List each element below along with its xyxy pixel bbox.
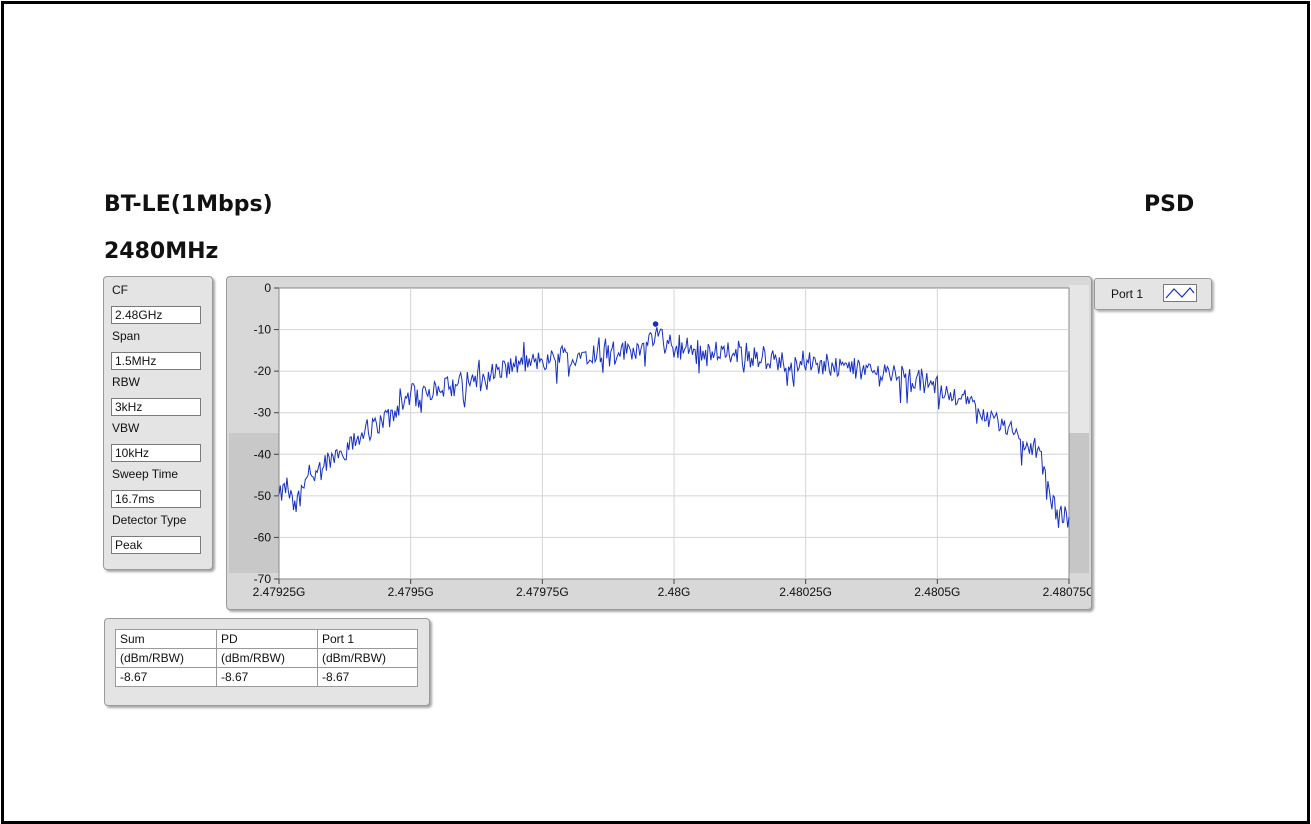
cf-field[interactable]: 2.48GHz [111, 306, 201, 324]
cf-label: CF [112, 283, 128, 297]
settings-panel: CF 2.48GHz Span 1.5MHz RBW 3kHz VBW 10kH… [103, 276, 213, 570]
x-tick-label: 2.48025G [779, 585, 832, 599]
sweep-time-field[interactable]: 16.7ms [111, 490, 201, 508]
table-units-row: (dBm/RBW) (dBm/RBW) (dBm/RBW) [115, 648, 418, 668]
series-port1-line [278, 327, 1070, 528]
trace-style-icon[interactable] [1163, 284, 1197, 302]
x-tick-label: 2.4795G [388, 585, 434, 599]
mode-title: BT-LE(1Mbps) [104, 192, 273, 217]
y-tick-label: -60 [254, 530, 272, 544]
x-tick-label: 2.48G [658, 585, 691, 599]
rbw-field[interactable]: 3kHz [111, 398, 201, 416]
trace-style-glyph [1165, 287, 1195, 299]
table-header-row: Sum PD Port 1 [115, 629, 418, 649]
y-tick-label: -10 [254, 323, 272, 337]
x-tick-label: 2.48075G [1043, 585, 1091, 599]
sweep-time-label: Sweep Time [112, 467, 179, 481]
detector-type-label: Detector Type [112, 513, 187, 527]
scrollbar-thumb[interactable] [1069, 433, 1089, 573]
rbw-label: RBW [112, 375, 140, 389]
vbw-label: VBW [112, 421, 140, 435]
psd-graph-panel: 0 -10 -20 -30 -40 -50 -60 -70 2.47925G 2.4795G 2.4… [226, 276, 1092, 610]
header-sum: Sum [115, 629, 217, 649]
trace-layer [278, 321, 1070, 528]
y-tick-label: -20 [254, 364, 272, 378]
unit-sum: (dBm/RBW) [115, 648, 217, 668]
header-pd: PD [216, 629, 318, 649]
value-port1: -8.67 [317, 667, 418, 687]
y-tick-label: -40 [254, 447, 272, 461]
span-label: Span [112, 329, 141, 343]
value-pd: -8.67 [216, 667, 318, 687]
value-sum: -8.67 [115, 667, 217, 687]
y-tick-label: 0 [264, 281, 271, 295]
span-field[interactable]: 1.5MHz [111, 352, 201, 370]
axis-band [229, 433, 279, 573]
unit-port1: (dBm/RBW) [317, 648, 418, 668]
y-tick-label: -30 [254, 406, 272, 420]
unit-pd: (dBm/RBW) [216, 648, 318, 668]
grid-layer [279, 288, 1069, 579]
y-tick-label: -70 [254, 572, 272, 586]
legend-label: Port 1 [1111, 287, 1144, 301]
x-tick-label: 2.4805G [914, 585, 960, 599]
tick-layer: 0 -10 -20 -30 -40 -50 -60 -702.47925G 2.4795G 2.4… [253, 281, 1091, 599]
x-tick-label: 2.47975G [516, 585, 569, 599]
x-tick-label: 2.47925G [253, 585, 306, 599]
header-port1: Port 1 [317, 629, 418, 649]
psd-chart: 0 -10 -20 -30 -40 -50 -60 -702.47925G 2.4795G 2.4… [229, 281, 1091, 599]
panel-title: PSD [1144, 192, 1195, 217]
y-tick-label: -50 [254, 489, 272, 503]
frequency-title: 2480MHz [104, 239, 219, 264]
measurement-table: Sum PD Port 1 (dBm/RBW) (dBm/RBW) (dBm/R… [115, 629, 418, 687]
measurement-panel: Sum PD Port 1 (dBm/RBW) (dBm/RBW) (dBm/R… [104, 618, 430, 706]
peak-marker [652, 321, 659, 327]
vbw-field[interactable]: 10kHz [111, 444, 201, 462]
detector-type-field[interactable]: Peak [111, 536, 201, 554]
table-row: -8.67 -8.67 -8.67 [115, 667, 418, 687]
plot-legend[interactable]: Port 1 [1094, 278, 1212, 310]
